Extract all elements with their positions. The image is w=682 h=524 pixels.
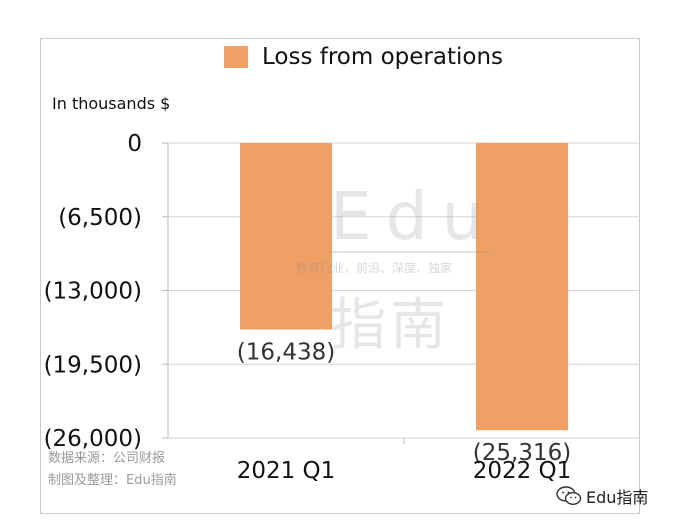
watermark-edu: Edu [330,178,498,255]
bar-layer [240,143,568,431]
x-category-label: 2021 Q1 [237,458,336,484]
legend: Loss from operations [224,42,503,72]
source-note: 数据来源：公司财报 [48,451,166,466]
legend-label: Loss from operations [262,44,504,70]
credit-note: 制图及整理：Edu指南 [48,473,177,488]
wechat-icon [556,486,582,506]
y-tick-label: 0 [127,131,142,157]
y-tick-label: (19,500) [44,352,142,378]
bar [240,143,332,330]
y-tick-label: (26,000) [44,426,142,452]
data-label: (16,438) [237,340,335,366]
bar [476,143,568,431]
data-label: (25,316) [473,440,571,466]
watermark-tagline: 教育行业，前沿、深度、独家 [296,261,453,275]
axis-layer: 0 (6,500) (13,000) (19,500) (26,000) [44,131,405,452]
y-tick-label: (6,500) [58,205,142,231]
y-tick-label: (13,000) [44,279,142,305]
unit-label: In thousands $ [52,94,171,113]
brand-mark[interactable]: Edu指南 [556,484,648,508]
watermark-divider [330,251,490,253]
x-category-label: 2022 Q1 [473,458,572,484]
watermark-cn: 指南 [330,293,450,358]
legend-swatch [224,46,248,68]
brand-label: Edu指南 [586,488,649,507]
label-layer: (16,438) 2021 Q1 (25,316)2022 Q1 [237,340,572,484]
